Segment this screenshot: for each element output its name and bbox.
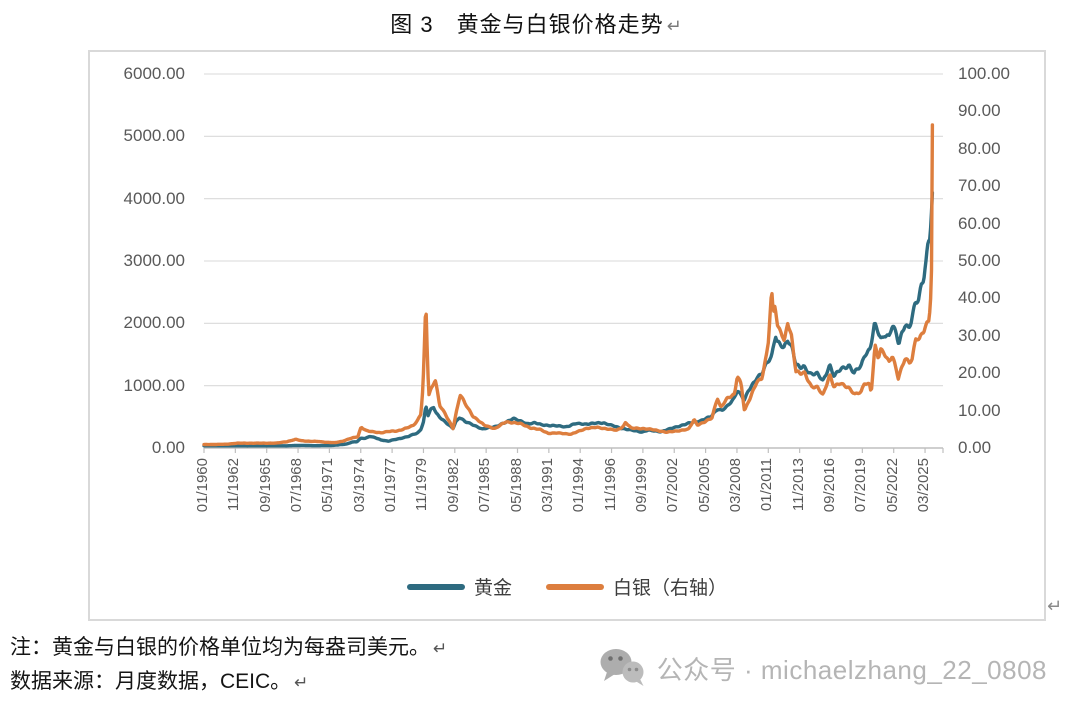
left-axis-tick-label: 5000.00 [123,126,185,146]
x-axis-tick-label: 07/2002 [664,458,682,513]
x-axis-tick-label: 01/1994 [570,458,588,513]
x-axis-tick-label: 09/1999 [632,458,650,513]
left-axis-tick-label: 3000.00 [123,251,185,270]
x-axis-tick-label: 09/1982 [444,458,462,513]
x-axis-tick-label: 05/1971 [319,458,337,513]
right-axis-tick-label: 40.00 [958,288,1001,308]
legend-item: 黄金 [406,573,512,600]
x-axis-tick-label: 05/2022 [883,458,901,513]
left-axis-tick-label: 1000.00 [123,375,185,395]
wechat-icon [600,649,644,686]
watermark-text: 公众号 · michaelzhang_22_0808 [656,654,1047,685]
paragraph-return-mark: ↵ [294,673,309,692]
legend-label: 白银（右轴） [613,578,728,599]
paragraph-return-mark: ↵ [666,16,683,36]
x-axis-tick-label: 07/2019 [852,458,870,513]
right-axis-tick-label: 50.00 [958,251,1001,270]
legend-item: 白银（右轴） [546,573,727,600]
x-axis-tick-label: 07/1985 [476,458,494,513]
x-axis-tick-label: 11/2013 [789,458,807,512]
left-axis-tick-label: 2000.00 [123,313,185,333]
left-axis-tick-label: 0.00 [151,438,185,457]
paragraph-return-mark: ↵ [433,639,448,658]
x-axis-tick-label: 05/2005 [695,458,713,513]
legend-line-swatch [546,583,604,590]
x-axis-tick-label: 09/2016 [821,458,838,513]
x-axis-tick-label: 03/1974 [350,458,368,513]
right-axis-tick-label: 30.00 [958,325,1001,345]
x-axis-tick-label: 03/2025 [915,458,933,513]
right-axis-tick-label: 0.00 [958,438,992,457]
legend-label: 黄金 [473,578,512,599]
x-axis-tick-label: 05/1988 [507,458,525,513]
x-axis-tick-label: 01/2011 [758,458,776,512]
note-line-source: 数据来源：月度数据，CEIC。 ↵ [10,670,309,693]
chart-legend: 黄金 白银（右轴） [90,573,1044,600]
chart-notes: 注：黄金与白银的价格单位均为每盎司美元。 ↵ 数据来源：月度数据，CEIC。 ↵ [10,631,447,699]
x-axis-tick-label: 03/2008 [726,458,744,513]
x-axis-tick-label: 09/1965 [256,458,274,513]
x-axis-tick-label: 11/1979 [413,458,431,512]
chart-title: 图 3 黄金与白银价格走势 ↵ [0,7,1073,39]
note-line-unit: 注：黄金与白银的价格单位均为每盎司美元。 ↵ [10,636,448,659]
right-axis-tick-label: 80.00 [958,138,1001,158]
right-axis-tick-label: 100.00 [958,64,1010,83]
chart-canvas [202,73,944,453]
x-axis-tick-label: 07/1968 [288,458,306,513]
x-axis-tick-label: 11/1962 [225,458,243,512]
x-axis-tick-label: 11/1996 [601,458,619,512]
x-axis-tick-label: 03/1991 [538,458,556,513]
watermark: 公众号 · michaelzhang_22_0808 [599,647,1047,689]
chart-title-text: 图 3 黄金与白银价格走势 [390,12,664,37]
right-axis-tick-label: 60.00 [958,213,1001,233]
right-axis-tick-label: 10.00 [958,400,1001,420]
left-axis-tick-label: 4000.00 [123,188,185,208]
chart-panel: 6000.00 5000.00 4000.00 3000.00 2000.00 1000.… [88,50,1046,621]
legend-line-swatch [406,583,465,590]
right-axis-tick-label: 90.00 [958,101,1001,121]
right-axis-tick-label: 20.00 [958,363,1001,383]
x-axis-tick-label: 01/1960 [194,458,211,513]
left-axis-tick-label: 6000.00 [123,64,185,83]
paragraph-return-mark: ↵ [1047,596,1063,616]
x-axis-tick-label: 01/1977 [382,458,400,513]
right-axis-tick-label: 70.00 [958,176,1001,196]
